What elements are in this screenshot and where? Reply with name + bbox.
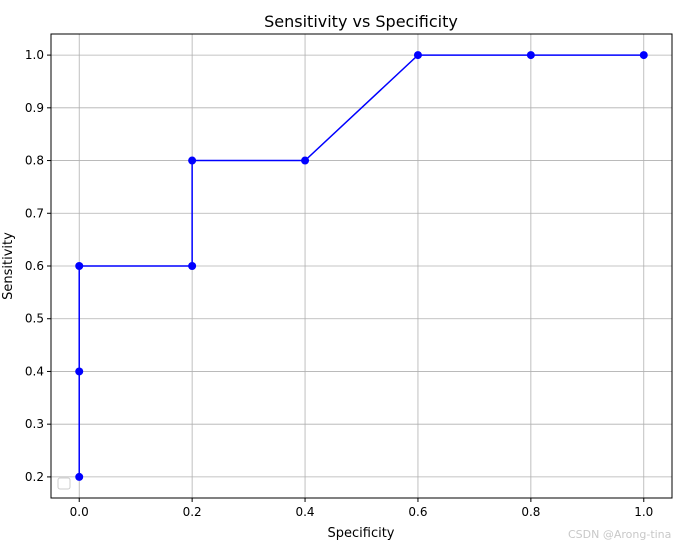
plot-frame [50, 33, 673, 499]
x-tick-label: 0.4 [295, 505, 314, 519]
x-tick-label: 0.0 [70, 505, 89, 519]
y-tick-label: 0.7 [25, 206, 44, 220]
data-point [75, 262, 84, 270]
data-point [188, 156, 197, 165]
data-point [526, 51, 535, 60]
data-point [75, 472, 84, 481]
data-point [413, 51, 422, 60]
data-point [301, 156, 310, 165]
x-axis-title: Specificity [328, 526, 395, 541]
y-tick-label: 0.5 [25, 312, 44, 326]
data-point [639, 51, 648, 60]
y-tick-label: 0.9 [25, 101, 44, 115]
y-tick-label: 0.6 [25, 259, 44, 273]
watermark: CSDN @Arong-tina [568, 528, 671, 541]
legend-box [57, 477, 71, 490]
x-tick-label: 0.6 [408, 505, 427, 519]
data-point [75, 367, 84, 376]
series-group [75, 51, 648, 481]
x-tick-label: 0.8 [521, 505, 540, 519]
y-axis-title: Sensitivity [1, 232, 16, 300]
chart-title: Sensitivity vs Specificity [264, 12, 458, 31]
x-tick-label: 1.0 [634, 505, 653, 519]
axis-ticks: 0.0 0.2 0.4 0.6 0.8 1.0 0.2 0.3 0.4 0.5 0.6 0.7 0.8 0… [25, 48, 653, 519]
data-point [188, 262, 197, 270]
y-tick-label: 0.3 [25, 417, 44, 431]
y-tick-label: 0.4 [25, 364, 44, 378]
y-tick-label: 0.8 [25, 154, 44, 168]
x-tick-label: 0.2 [183, 505, 202, 519]
y-tick-label: 1.0 [25, 48, 44, 62]
y-tick-label: 0.2 [25, 470, 44, 484]
